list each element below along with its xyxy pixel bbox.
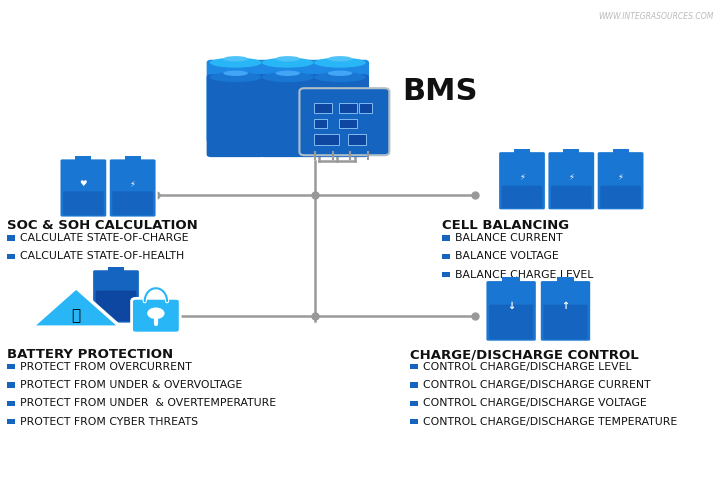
Bar <box>359 103 372 113</box>
Polygon shape <box>32 288 120 327</box>
Bar <box>442 272 450 277</box>
Text: ⚡: ⚡ <box>618 172 623 181</box>
Text: PROTECT FROM UNDER & OVERVOLTAGE: PROTECT FROM UNDER & OVERVOLTAGE <box>20 380 243 390</box>
Circle shape <box>147 308 165 319</box>
FancyBboxPatch shape <box>600 186 641 208</box>
Bar <box>339 119 357 128</box>
Text: CHARGE/DISCHARGE CONTROL: CHARGE/DISCHARGE CONTROL <box>410 348 639 361</box>
Bar <box>339 103 357 113</box>
Text: CONTROL CHARGE/DISCHARGE LEVEL: CONTROL CHARGE/DISCHARGE LEVEL <box>423 362 631 372</box>
Text: BMS: BMS <box>402 77 478 106</box>
Bar <box>7 401 15 406</box>
Text: ⚡: ⚡ <box>130 179 136 188</box>
FancyBboxPatch shape <box>59 158 107 218</box>
Text: CALCULATE STATE-OF-CHARGE: CALCULATE STATE-OF-CHARGE <box>20 233 189 243</box>
FancyBboxPatch shape <box>498 151 546 210</box>
Bar <box>563 148 579 153</box>
Bar <box>502 277 520 282</box>
Text: 🔥: 🔥 <box>72 308 80 323</box>
Bar <box>314 103 332 113</box>
Text: PROTECT FROM OVERCURRENT: PROTECT FROM OVERCURRENT <box>20 362 192 372</box>
FancyBboxPatch shape <box>63 191 104 215</box>
FancyBboxPatch shape <box>92 269 140 324</box>
Bar <box>314 119 327 128</box>
Bar <box>410 382 418 388</box>
FancyBboxPatch shape <box>502 186 542 208</box>
Bar <box>442 254 450 259</box>
FancyBboxPatch shape <box>207 74 265 157</box>
FancyBboxPatch shape <box>259 60 317 143</box>
FancyBboxPatch shape <box>547 151 595 210</box>
FancyBboxPatch shape <box>299 88 389 155</box>
FancyBboxPatch shape <box>539 280 592 342</box>
Ellipse shape <box>223 56 248 62</box>
Bar <box>410 364 418 369</box>
Text: ↓: ↓ <box>507 301 515 311</box>
Text: PROTECT FROM UNDER  & OVERTEMPERATURE: PROTECT FROM UNDER & OVERTEMPERATURE <box>20 399 276 408</box>
Bar <box>514 148 530 153</box>
Bar <box>410 401 418 406</box>
FancyBboxPatch shape <box>207 60 265 143</box>
FancyBboxPatch shape <box>112 191 153 215</box>
FancyBboxPatch shape <box>551 186 592 208</box>
FancyBboxPatch shape <box>109 158 157 218</box>
Ellipse shape <box>210 72 262 82</box>
FancyBboxPatch shape <box>486 280 536 342</box>
Text: ⚡: ⚡ <box>519 172 525 181</box>
Bar <box>125 156 141 160</box>
Text: SOC & SOH CALCULATION: SOC & SOH CALCULATION <box>7 219 198 232</box>
Ellipse shape <box>314 72 366 82</box>
Bar <box>348 134 366 145</box>
Bar <box>7 235 15 241</box>
Bar <box>108 267 124 271</box>
Text: BALANCE CURRENT: BALANCE CURRENT <box>455 233 563 243</box>
FancyBboxPatch shape <box>489 305 534 339</box>
Text: PROTECT FROM CYBER THREATS: PROTECT FROM CYBER THREATS <box>20 417 199 427</box>
Ellipse shape <box>276 70 300 76</box>
Bar <box>613 148 629 153</box>
Text: CONTROL CHARGE/DISCHARGE TEMPERATURE: CONTROL CHARGE/DISCHARGE TEMPERATURE <box>423 417 677 427</box>
Ellipse shape <box>223 70 248 76</box>
Text: ⚡: ⚡ <box>568 172 574 181</box>
Text: ↑: ↑ <box>561 301 570 311</box>
Ellipse shape <box>314 58 366 67</box>
Text: WWW.INTEGRASOURCES.COM: WWW.INTEGRASOURCES.COM <box>599 12 714 21</box>
Bar <box>75 156 91 160</box>
FancyBboxPatch shape <box>132 298 180 333</box>
Text: BALANCE VOLTAGE: BALANCE VOLTAGE <box>455 252 559 261</box>
Bar <box>7 419 15 424</box>
Bar <box>7 382 15 388</box>
Bar <box>314 134 339 145</box>
Bar <box>410 419 418 424</box>
Text: CONTROL CHARGE/DISCHARGE VOLTAGE: CONTROL CHARGE/DISCHARGE VOLTAGE <box>423 399 647 408</box>
FancyBboxPatch shape <box>259 74 317 157</box>
Bar <box>557 277 574 282</box>
Ellipse shape <box>276 56 300 62</box>
Text: CONTROL CHARGE/DISCHARGE CURRENT: CONTROL CHARGE/DISCHARGE CURRENT <box>423 380 650 390</box>
FancyBboxPatch shape <box>544 305 587 339</box>
FancyBboxPatch shape <box>311 60 369 143</box>
Ellipse shape <box>210 58 262 67</box>
Text: BALANCE CHARGE LEVEL: BALANCE CHARGE LEVEL <box>455 270 594 280</box>
Ellipse shape <box>262 58 314 67</box>
Text: CELL BALANCING: CELL BALANCING <box>442 219 569 232</box>
Text: ♥: ♥ <box>80 179 87 188</box>
Bar <box>7 364 15 369</box>
FancyBboxPatch shape <box>597 151 645 210</box>
Bar <box>7 254 15 259</box>
Ellipse shape <box>328 56 352 62</box>
Text: BATTERY PROTECTION: BATTERY PROTECTION <box>7 348 173 361</box>
Ellipse shape <box>262 72 314 82</box>
FancyBboxPatch shape <box>96 291 136 321</box>
Ellipse shape <box>328 70 352 76</box>
Text: CALCULATE STATE-OF-HEALTH: CALCULATE STATE-OF-HEALTH <box>20 252 185 261</box>
Bar <box>442 235 450 241</box>
FancyBboxPatch shape <box>311 74 369 157</box>
